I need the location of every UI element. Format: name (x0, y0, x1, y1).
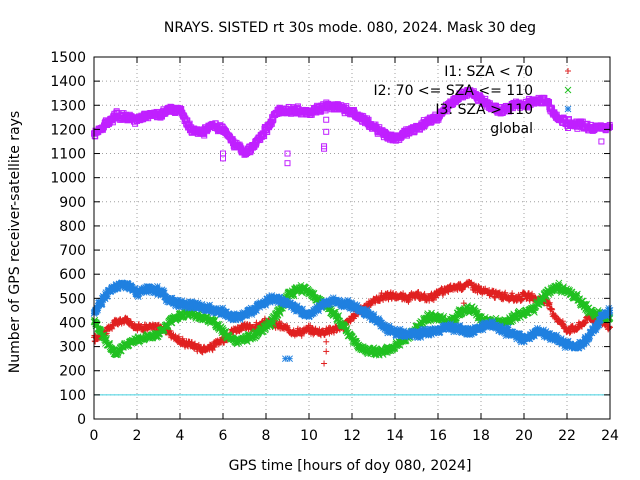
grid (94, 57, 610, 419)
series-0 (91, 278, 613, 356)
series-3 (91, 87, 613, 158)
data-layer (90, 87, 614, 367)
data-point (92, 338, 99, 345)
